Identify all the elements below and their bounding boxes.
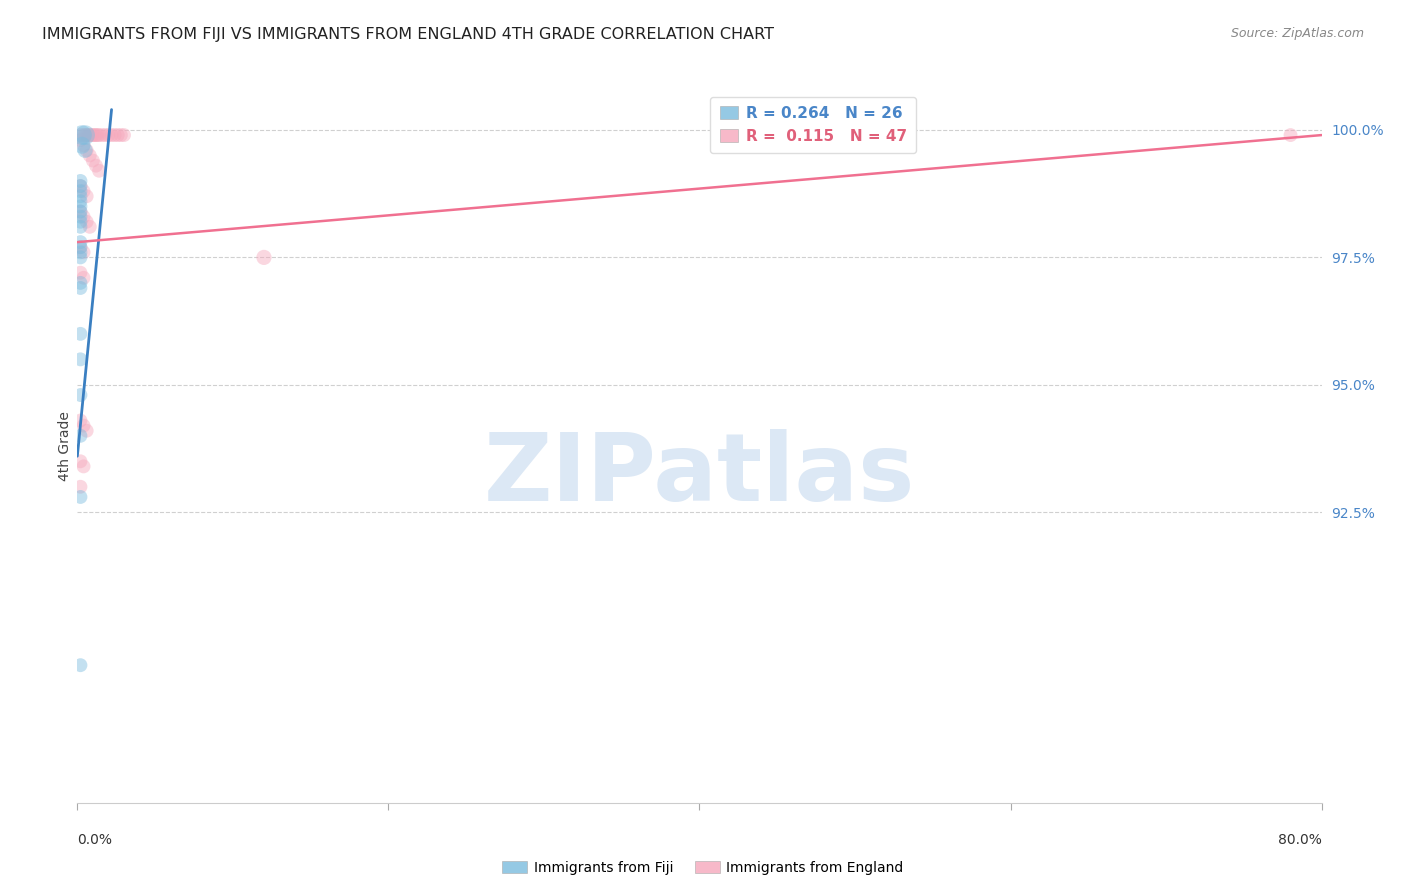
Legend: R = 0.264   N = 26, R =  0.115   N = 47: R = 0.264 N = 26, R = 0.115 N = 47 bbox=[710, 97, 915, 153]
Point bbox=[77, 128, 100, 142]
Point bbox=[69, 210, 91, 224]
Point bbox=[253, 251, 276, 265]
Point bbox=[84, 128, 107, 142]
Point bbox=[69, 480, 91, 494]
Point bbox=[69, 128, 91, 142]
Point bbox=[79, 219, 101, 234]
Point bbox=[75, 144, 97, 158]
Point bbox=[104, 128, 127, 142]
Point bbox=[69, 454, 91, 468]
Point bbox=[79, 128, 101, 142]
Point bbox=[69, 413, 91, 427]
Point bbox=[69, 490, 91, 504]
Text: Source: ZipAtlas.com: Source: ZipAtlas.com bbox=[1230, 27, 1364, 40]
Text: 80.0%: 80.0% bbox=[1278, 833, 1322, 847]
Point bbox=[69, 199, 91, 213]
Point bbox=[72, 138, 94, 153]
Point bbox=[69, 352, 91, 367]
Point bbox=[69, 204, 91, 219]
Point bbox=[69, 184, 91, 198]
Point bbox=[69, 174, 91, 188]
Point bbox=[69, 266, 91, 280]
Point bbox=[70, 128, 93, 142]
Point bbox=[72, 210, 94, 224]
Point bbox=[72, 418, 94, 433]
Point bbox=[75, 128, 97, 142]
Point bbox=[69, 133, 91, 147]
Point bbox=[83, 128, 105, 142]
Point bbox=[69, 326, 91, 341]
Point bbox=[87, 128, 110, 142]
Point bbox=[69, 204, 91, 219]
Point bbox=[69, 179, 91, 194]
Point bbox=[110, 128, 132, 142]
Point bbox=[107, 128, 129, 142]
Point bbox=[72, 270, 94, 285]
Point bbox=[76, 424, 98, 438]
Point bbox=[76, 128, 98, 142]
Point bbox=[69, 240, 91, 254]
Point bbox=[69, 219, 91, 234]
Point bbox=[76, 189, 98, 203]
Point bbox=[69, 429, 91, 443]
Point bbox=[69, 281, 91, 295]
Point bbox=[69, 189, 91, 203]
Point bbox=[69, 276, 91, 290]
Text: 0.0%: 0.0% bbox=[77, 833, 112, 847]
Point bbox=[94, 128, 117, 142]
Point bbox=[112, 128, 135, 142]
Point bbox=[82, 128, 104, 142]
Point bbox=[69, 251, 91, 265]
Point bbox=[72, 245, 94, 260]
Point bbox=[69, 215, 91, 229]
Point bbox=[69, 388, 91, 402]
Point bbox=[91, 128, 114, 142]
Point bbox=[72, 128, 94, 142]
Point bbox=[1279, 128, 1302, 142]
Point bbox=[69, 235, 91, 249]
Legend: Immigrants from Fiji, Immigrants from England: Immigrants from Fiji, Immigrants from En… bbox=[496, 855, 910, 880]
Point bbox=[69, 194, 91, 209]
Point bbox=[100, 128, 122, 142]
Point bbox=[87, 163, 110, 178]
Point bbox=[80, 128, 103, 142]
Point bbox=[84, 159, 107, 173]
Point bbox=[70, 138, 93, 153]
Point bbox=[86, 128, 108, 142]
Point bbox=[79, 148, 101, 162]
Y-axis label: 4th Grade: 4th Grade bbox=[58, 411, 72, 481]
Point bbox=[69, 245, 91, 260]
Point bbox=[76, 215, 98, 229]
Point bbox=[76, 144, 98, 158]
Point bbox=[69, 240, 91, 254]
Point bbox=[97, 128, 120, 142]
Point bbox=[69, 658, 91, 673]
Point bbox=[72, 184, 94, 198]
Point bbox=[69, 179, 91, 194]
Text: ZIPatlas: ZIPatlas bbox=[484, 428, 915, 521]
Text: IMMIGRANTS FROM FIJI VS IMMIGRANTS FROM ENGLAND 4TH GRADE CORRELATION CHART: IMMIGRANTS FROM FIJI VS IMMIGRANTS FROM … bbox=[42, 27, 775, 42]
Point bbox=[844, 128, 866, 142]
Point bbox=[75, 128, 97, 142]
Point bbox=[82, 153, 104, 168]
Point bbox=[72, 459, 94, 474]
